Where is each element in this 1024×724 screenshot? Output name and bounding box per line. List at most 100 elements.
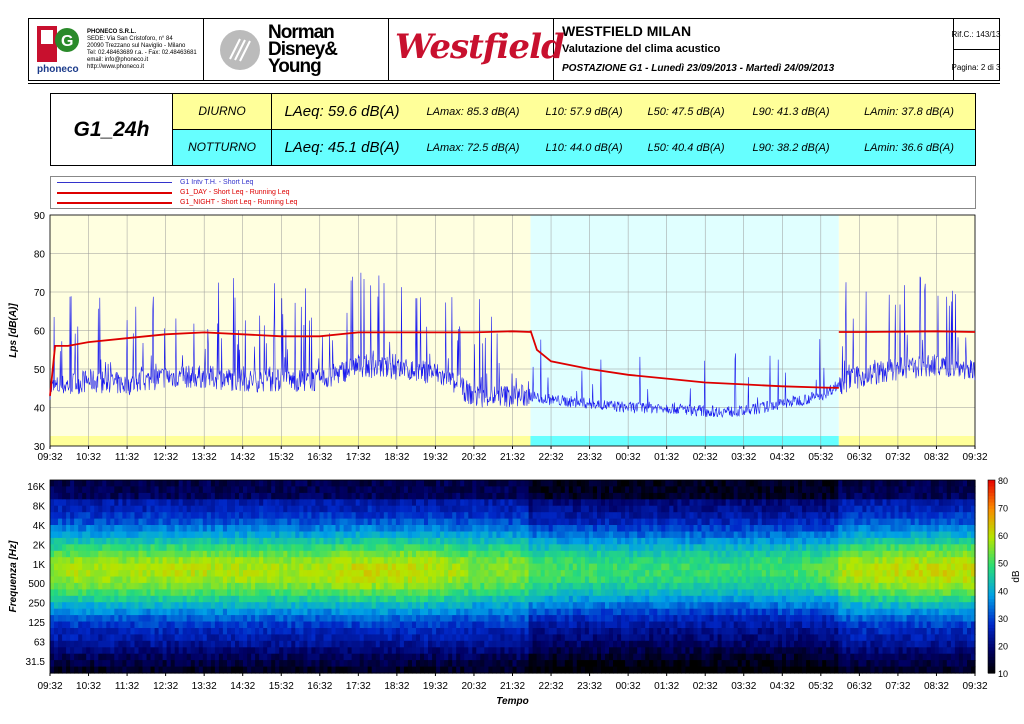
spectrogram-cell [383,544,389,552]
spectrogram-cell [134,653,140,661]
spectrogram-cell [287,640,292,648]
spectrogram-cell [568,628,574,635]
spectrogram-cell [548,608,554,616]
spectrogram-cell [259,563,264,571]
spectrogram-cell [162,531,168,539]
spectrogram-cell [198,486,204,494]
spectrogram-cell [496,531,501,539]
spectrogram-cell [90,628,95,635]
spectrogram-cell [158,486,164,494]
spectrogram-cell [448,525,453,532]
spectrogram-cell [315,537,320,545]
spectrogram-cell [182,666,188,674]
spectrogram-cell [150,628,156,635]
spectrogram-cell [399,480,405,487]
spectrogram-cell [190,628,196,635]
spectrogram-cell [564,499,570,507]
spectrogram-cell [520,537,526,545]
spectrogram-cell [110,505,115,513]
spectrogram-cell [243,544,248,552]
spectrogram-cell [613,480,618,487]
spectrogram-cell [138,595,144,603]
spectrogram-cell [592,550,598,558]
spectrogram-cell [512,621,518,629]
spectrogram-cell [637,660,642,668]
spectrogram-cell [645,582,650,590]
spectrogram-cell [403,660,409,668]
spectrogram-cell [536,550,542,558]
spectrogram-cell [597,492,602,500]
spectrogram-cell [271,628,276,635]
spectrogram-cell [126,608,131,616]
spectrogram-cell [597,531,602,539]
spectrogram-cell [162,486,168,494]
spectrogram-cell [399,512,405,520]
spectrogram-cell [259,486,264,494]
spectrogram-cell [468,492,473,500]
spectrogram-cell [339,608,345,616]
spectrogram-cell [243,480,248,487]
spectrogram-cell [283,640,288,648]
spectrogram-cell [154,563,160,571]
spectrogram-cell [331,634,337,642]
spectrogram-cell [621,525,626,532]
spectrogram-cell [464,512,469,520]
spectrogram-cell [375,557,381,565]
spectrogram-cell [440,531,445,539]
spectrogram-cell [206,570,212,578]
spectrogram-cell [303,570,308,578]
spectrogram-cell [98,582,103,590]
spectrogram-cell [94,550,99,558]
spectrogram-cell [307,576,312,584]
spectrogram-cell [532,505,538,513]
spectrogram-cell [412,666,417,674]
spectrogram-cell [70,486,75,494]
spectrogram-cell [665,492,670,500]
spectrogram-cell [496,576,501,584]
spectrogram-cell [544,628,550,635]
spectrogram-cell [66,557,71,565]
spectrogram-cell [588,608,594,616]
spectrogram-cell [295,647,300,655]
spectrogram-cell [391,660,397,668]
spectrogram-cell [146,608,152,616]
spectrogram-cell [677,628,682,635]
spectrogram-cell [218,537,224,545]
spectrogram-cell [633,499,638,507]
spectrogram-cell [456,557,461,565]
spectrogram-cell [182,563,188,571]
spectrogram-cell [307,499,312,507]
spectrogram-cell [592,602,598,610]
spectrogram-cell [150,634,156,642]
spectrogram-cell [645,544,650,552]
spectrogram-cell [154,640,160,648]
spectrogram-cell [122,602,127,610]
spectrogram-cell [572,595,578,603]
spectrogram-cell [154,557,160,565]
spectrogram-cell [251,518,256,526]
spectrogram-cell [166,531,172,539]
spectrogram-cell [379,582,385,590]
spectrogram-cell [351,505,357,513]
spectrogram-cell [484,634,489,642]
spectrogram-cell [665,480,670,487]
spectrogram-cell [412,557,417,565]
spectrogram-cell [122,550,127,558]
spectrogram-cell [407,640,413,648]
spectrogram-cell [568,492,574,500]
spectrogram-cell [323,512,329,520]
spectrogram-cell [496,589,501,597]
spectrogram-cell [572,525,578,532]
spectrogram-cell [126,492,131,500]
spectrogram-cell [206,576,212,584]
spectrogram-cell [122,628,127,635]
spectrogram-cell [206,525,212,532]
spectrogram-cell [504,518,510,526]
spectrogram-cell [134,608,140,616]
spectrogram-cell [613,557,618,565]
spectrogram-cell [403,595,409,603]
spectrogram-cell [319,628,325,635]
spectrogram-cell [166,647,172,655]
spectrogram-cell [138,486,144,494]
spectrogram-cell [556,480,562,487]
